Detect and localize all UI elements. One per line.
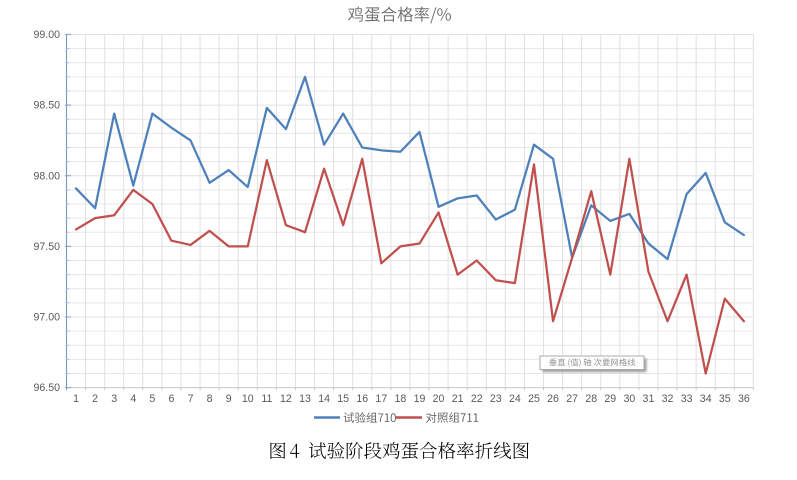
svg-text:34: 34 — [700, 393, 712, 405]
svg-text:21: 21 — [452, 393, 464, 405]
svg-text:5: 5 — [149, 393, 155, 405]
svg-text:9: 9 — [226, 393, 232, 405]
svg-text:2: 2 — [92, 393, 98, 405]
svg-text:20: 20 — [433, 393, 445, 405]
svg-text:25: 25 — [528, 393, 540, 405]
svg-text:3: 3 — [111, 393, 117, 405]
svg-text:23: 23 — [490, 393, 502, 405]
svg-text:22: 22 — [471, 393, 483, 405]
svg-text:16: 16 — [356, 393, 368, 405]
svg-text:27: 27 — [566, 393, 578, 405]
svg-text:98.00: 98.00 — [33, 170, 60, 182]
svg-text:35: 35 — [719, 393, 731, 405]
svg-text:29: 29 — [604, 393, 616, 405]
svg-text:99.00: 99.00 — [33, 29, 60, 41]
svg-text:1: 1 — [73, 393, 79, 405]
svg-text:14: 14 — [318, 393, 330, 405]
svg-text:10: 10 — [242, 393, 254, 405]
svg-text:28: 28 — [585, 393, 597, 405]
svg-text:96.50: 96.50 — [33, 382, 60, 394]
svg-text:12: 12 — [280, 393, 292, 405]
svg-text:36: 36 — [738, 393, 750, 405]
svg-text:24: 24 — [509, 393, 521, 405]
svg-text:4: 4 — [130, 393, 136, 405]
svg-text:17: 17 — [375, 393, 387, 405]
svg-text:19: 19 — [414, 393, 426, 405]
svg-text:97.00: 97.00 — [33, 312, 60, 324]
svg-text:18: 18 — [395, 393, 407, 405]
svg-text:11: 11 — [261, 393, 272, 405]
svg-text:30: 30 — [623, 393, 635, 405]
svg-text:8: 8 — [207, 393, 213, 405]
svg-text:31: 31 — [643, 393, 655, 405]
svg-text:98.50: 98.50 — [33, 100, 60, 112]
svg-text:6: 6 — [168, 393, 174, 405]
svg-text:13: 13 — [299, 393, 311, 405]
svg-text:7: 7 — [188, 393, 194, 405]
svg-text:97.50: 97.50 — [33, 241, 60, 253]
svg-text:15: 15 — [337, 393, 349, 405]
svg-text:33: 33 — [681, 393, 693, 405]
svg-text:32: 32 — [662, 393, 674, 405]
svg-text:26: 26 — [547, 393, 559, 405]
